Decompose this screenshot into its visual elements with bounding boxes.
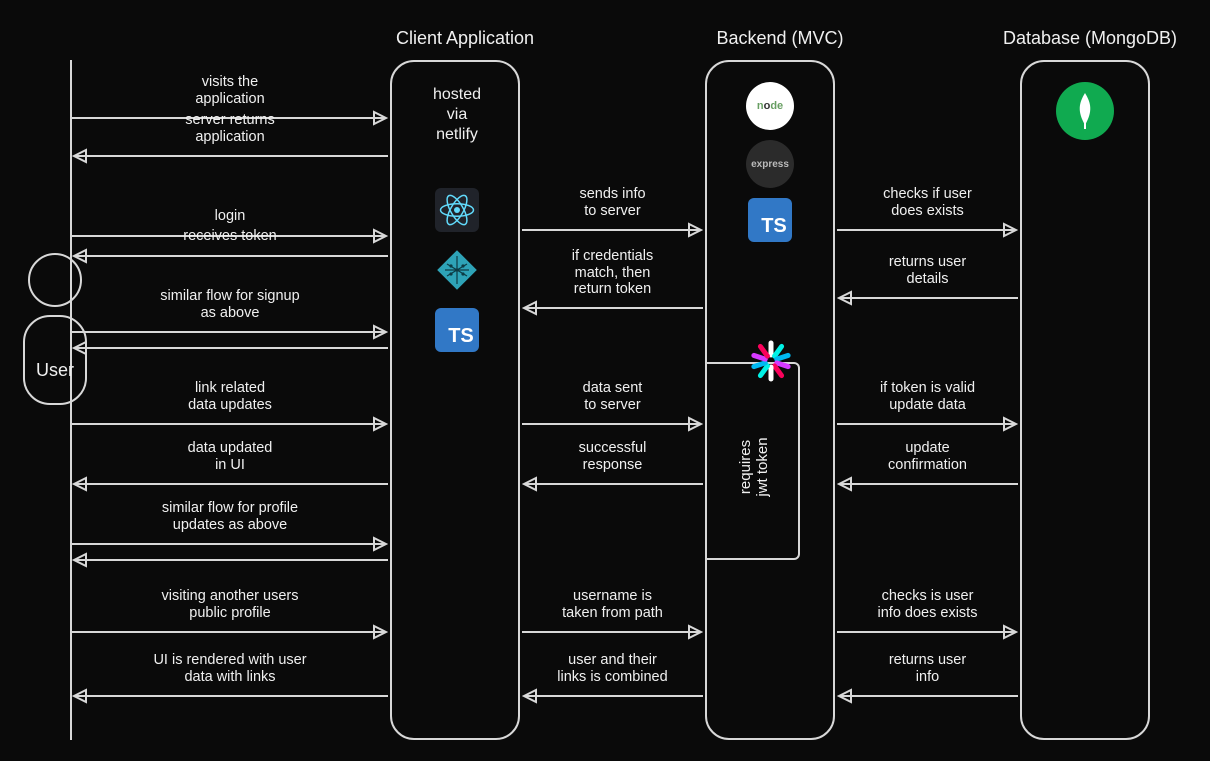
message-label: server returns application [72, 112, 388, 145]
message-label: login [72, 208, 388, 225]
typescript-icon-client: TS [435, 308, 479, 352]
lane-box-client [390, 60, 520, 740]
typescript-icon-backend: TS [748, 198, 792, 242]
actor-label: User [36, 360, 74, 381]
lane-title-client: Client Application [365, 28, 565, 49]
message-label: if credentials match, then return token [522, 248, 703, 298]
message-label: sends info to server [522, 186, 703, 219]
message-label: checks is user info does exists [837, 588, 1018, 621]
message-arrow [72, 340, 388, 380]
message-label: UI is rendered with user data with links [72, 652, 388, 685]
message-label: data updated in UI [72, 440, 388, 473]
message-label: receives token [72, 228, 388, 245]
message-label: successful response [522, 440, 703, 473]
message-arrow: update confirmation [837, 476, 1018, 516]
message-label: visiting another users public profile [72, 588, 388, 621]
message-arrow: UI is rendered with user data with links [72, 688, 388, 728]
message-label: if token is valid update data [837, 380, 1018, 413]
lane-box-db [1020, 60, 1150, 740]
message-arrow: returns user info [837, 688, 1018, 728]
react-icon [435, 188, 479, 232]
message-arrow: if credentials match, then return token [522, 300, 703, 340]
netlify-icon [435, 248, 479, 292]
message-label: returns user info [837, 652, 1018, 685]
message-label: visits the application [72, 74, 388, 107]
client-hosted-text: hosted via netlify [422, 85, 492, 145]
message-label: update confirmation [837, 440, 1018, 473]
node-icon: node [746, 82, 794, 130]
message-label: data sent to server [522, 380, 703, 413]
message-arrow [72, 552, 388, 592]
message-arrow: server returns application [72, 148, 388, 188]
jwt-label: requires jwt token [737, 397, 771, 537]
message-label: returns user details [837, 254, 1018, 287]
lane-title-db: Database (MongoDB) [990, 28, 1190, 49]
message-arrow: successful response [522, 476, 703, 516]
express-icon: express [746, 140, 794, 188]
message-arrow: returns user details [837, 290, 1018, 330]
lane-title-backend: Backend (MVC) [680, 28, 880, 49]
message-arrow: user and their links is combined [522, 688, 703, 728]
jwt-icon [748, 338, 794, 384]
message-label: similar flow for profile updates as abov… [72, 500, 388, 533]
message-label: link related data updates [72, 380, 388, 413]
message-label: checks if user does exists [837, 186, 1018, 219]
message-label: user and their links is combined [522, 652, 703, 685]
message-arrow: receives token [72, 248, 388, 288]
message-label: similar flow for signup as above [72, 288, 388, 321]
message-label: username is taken from path [522, 588, 703, 621]
mongodb-icon [1056, 82, 1114, 140]
